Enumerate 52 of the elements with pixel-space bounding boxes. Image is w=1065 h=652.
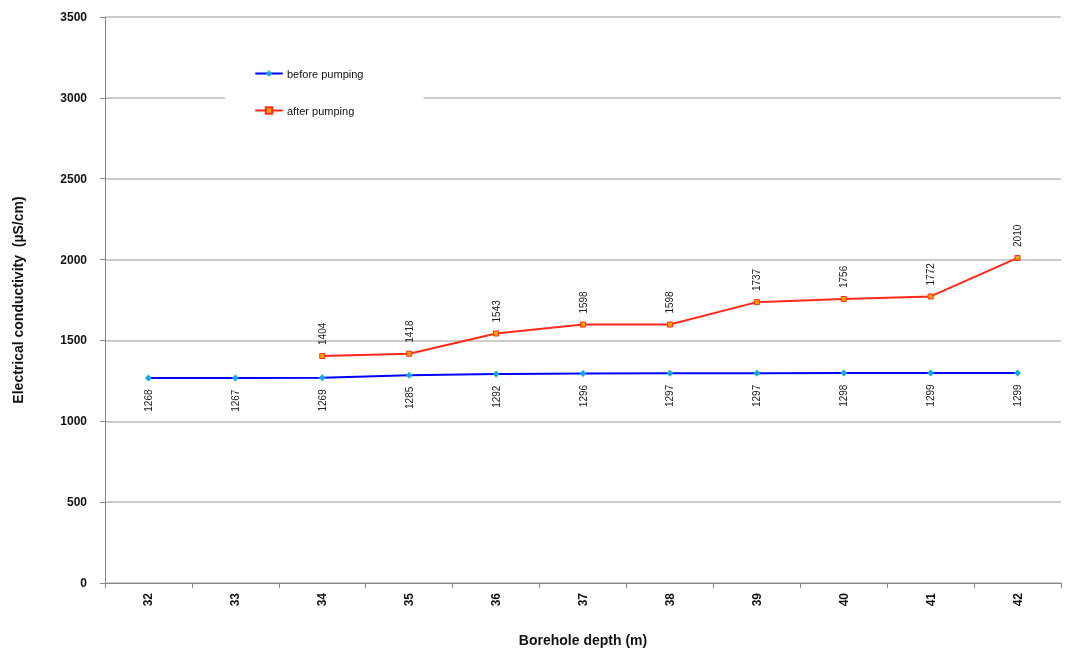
point <box>666 321 673 328</box>
x-tick-label: 40 <box>836 592 851 607</box>
point <box>1014 254 1021 261</box>
data-label: 1298 <box>838 384 850 407</box>
data-label: 1297 <box>664 384 676 408</box>
data-label: 1737 <box>751 268 763 292</box>
data-label: 1297 <box>751 384 763 408</box>
x-tick-label: 36 <box>489 592 504 607</box>
point <box>840 296 847 303</box>
legend-label: before pumping <box>287 67 364 80</box>
x-tick-label: 37 <box>576 592 590 607</box>
y-tick-label: 1500 <box>60 333 88 348</box>
data-label: 1292 <box>490 385 502 408</box>
y-tick-label: 0 <box>80 576 88 590</box>
data-label: 1296 <box>577 384 589 408</box>
x-axis-title: Borehole depth (m) <box>518 632 648 648</box>
y-tick-label: 2500 <box>60 171 88 186</box>
data-label: 2010 <box>1012 224 1024 247</box>
data-label: 1404 <box>316 322 328 345</box>
point <box>753 299 760 306</box>
point <box>493 330 500 337</box>
y-axis-title: Electrical conductivity (µS/cm) <box>10 196 26 404</box>
data-label: 1268 <box>142 389 154 412</box>
data-label: 1418 <box>403 320 415 343</box>
x-tick-label: 33 <box>228 592 243 607</box>
x-tick-label: 41 <box>923 592 938 607</box>
x-tick-label: 34 <box>315 592 330 607</box>
y-tick-label: 3000 <box>60 90 88 105</box>
x-tick-label: 39 <box>749 592 764 607</box>
point <box>580 321 586 328</box>
x-tick-label: 38 <box>662 592 677 607</box>
data-label: 1267 <box>229 389 241 412</box>
x-tick-label: 32 <box>141 592 156 607</box>
data-label: 1299 <box>1012 384 1024 407</box>
data-label: 1285 <box>403 386 415 409</box>
data-label: 1756 <box>838 265 850 289</box>
data-label: 1598 <box>664 290 676 314</box>
data-label: 1772 <box>925 262 937 286</box>
data-label: 1598 <box>577 290 589 314</box>
legend-label: after pumping <box>287 104 355 117</box>
x-tick-label: 35 <box>402 592 417 607</box>
y-tick-label: 3500 <box>60 10 88 24</box>
y-tick-label: 2000 <box>60 252 88 267</box>
x-tick-label: 42 <box>1010 592 1025 607</box>
point <box>927 293 934 300</box>
data-label: 1269 <box>316 388 328 412</box>
data-label: 1299 <box>925 384 937 407</box>
y-tick-label: 1000 <box>60 414 88 429</box>
point <box>319 352 326 359</box>
point <box>406 350 413 357</box>
y-tick-label: 500 <box>66 495 88 510</box>
data-label: 1543 <box>490 299 502 323</box>
